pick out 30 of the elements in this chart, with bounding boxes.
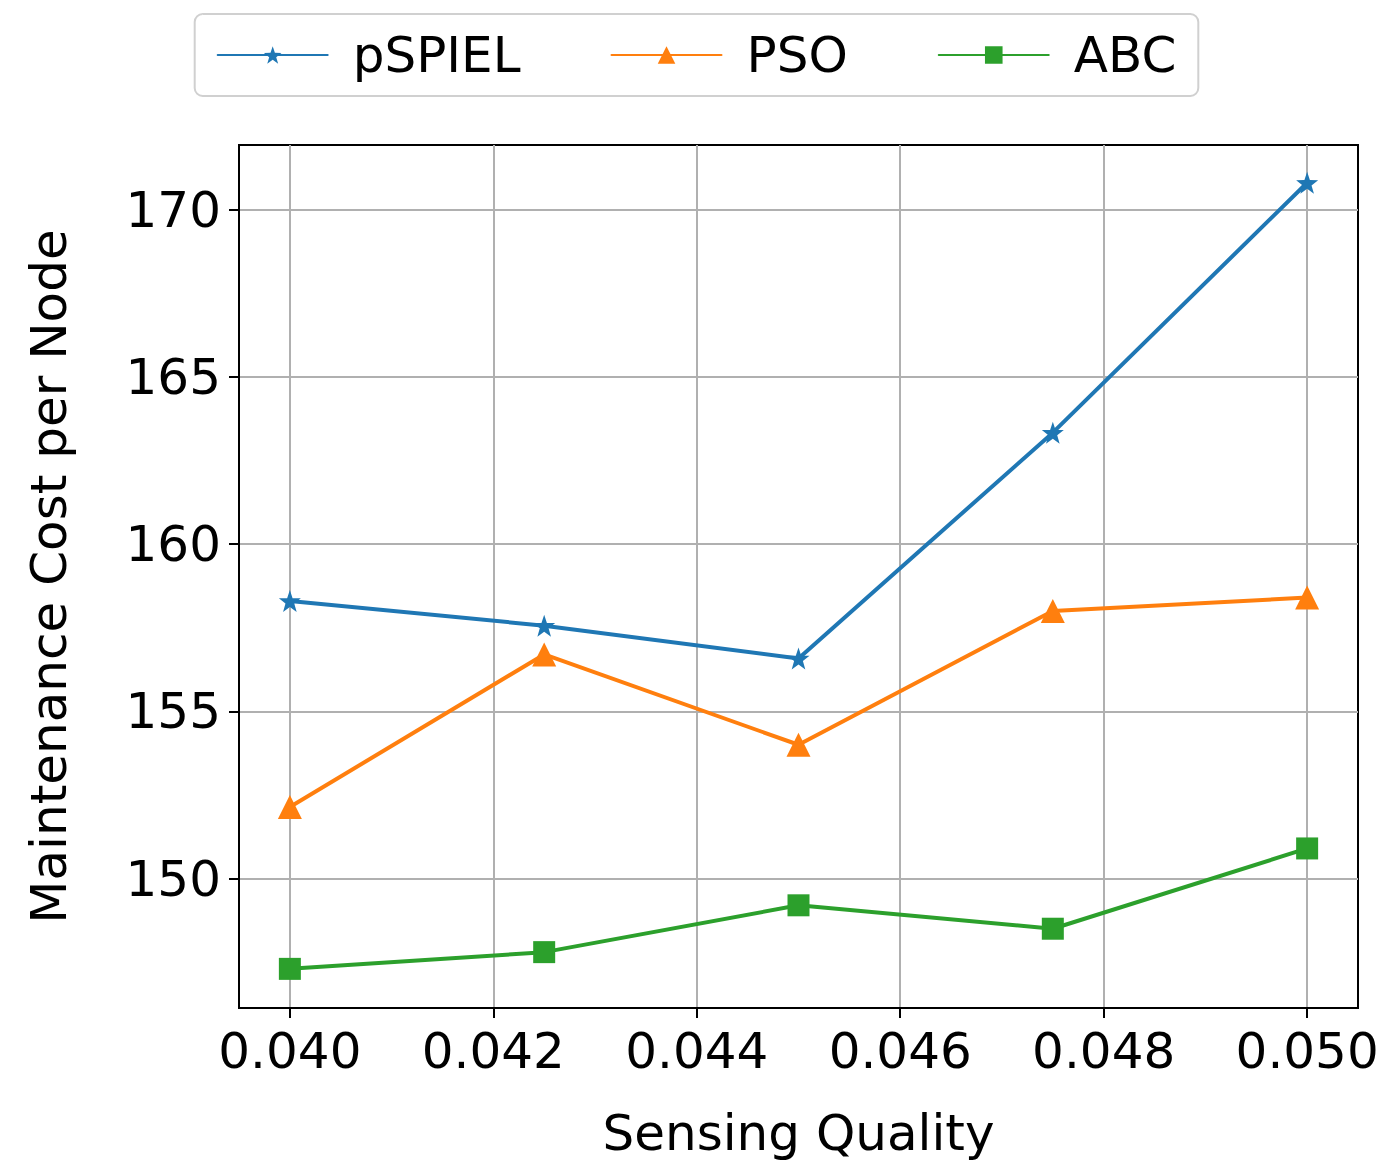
point [1040,598,1065,623]
point [278,957,301,980]
point [277,794,302,819]
point [532,642,557,667]
y-tick-label: 165 [125,347,221,406]
x-tick-label: 0.046 [828,1022,972,1080]
x-tick-label: 0.044 [625,1022,769,1080]
x-tick-label: 0.042 [421,1022,565,1080]
y-axis-title: Maintenance Cost per Node [20,229,78,924]
x-tick-label: 0.048 [1032,1022,1176,1080]
point [278,589,301,612]
legend-label: pSPIEL [352,26,521,84]
x-axis-title: Sensing Quality [602,1104,995,1162]
y-tick-label: 155 [125,682,221,741]
point [1041,917,1064,940]
point [1041,421,1064,444]
point [1296,171,1319,194]
point [1296,837,1319,860]
y-tick-label: 150 [125,849,221,908]
x-tick-label: 0.050 [1235,1022,1379,1080]
point [787,647,810,670]
point [533,941,556,964]
y-tick-label: 170 [125,180,221,239]
y-tick-label: 160 [125,515,221,574]
point [1295,585,1320,610]
legend-label: ABC [1073,26,1177,84]
point [786,732,811,757]
point [787,894,810,917]
x-tick-label: 0.040 [218,1022,362,1080]
legend-label: PSO [746,26,848,84]
